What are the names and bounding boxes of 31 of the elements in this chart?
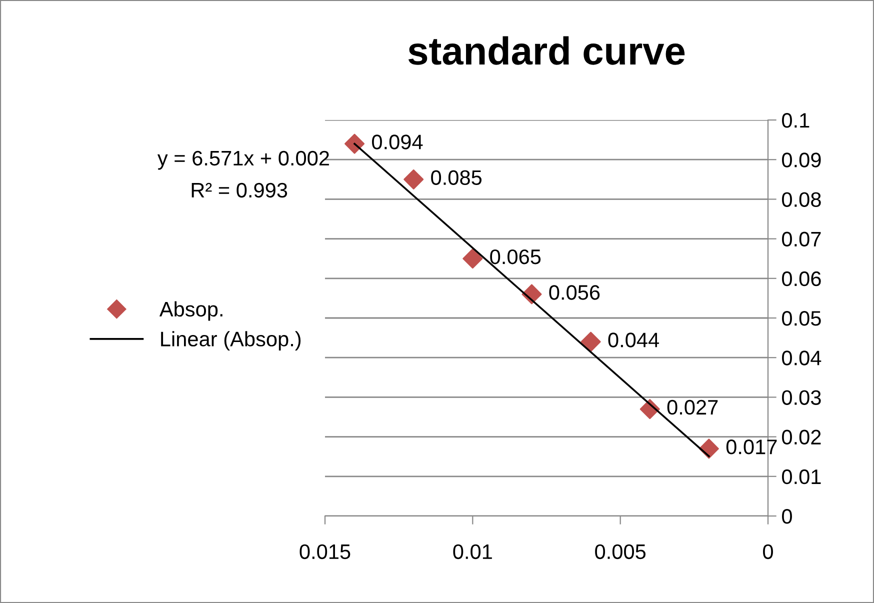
- chart-title: standard curve: [408, 36, 685, 65]
- y-tick-label: 0.1: [782, 113, 810, 128]
- point: [462, 248, 483, 269]
- legend-label: Absop.: [159, 301, 222, 321]
- point: [580, 332, 601, 352]
- y-tick-label: 0.02: [782, 430, 821, 445]
- legend-label: Linear (Absop.): [161, 331, 301, 351]
- y-tick-label: 0.06: [782, 271, 821, 286]
- data-label: 0.094: [372, 134, 423, 150]
- point: [344, 134, 365, 154]
- data-label: 0.085: [431, 170, 482, 185]
- y-tick-label: 0.08: [782, 192, 821, 207]
- x-tick-label: 0.015: [300, 544, 350, 560]
- x-tick-label: 0: [763, 544, 773, 560]
- data-label: 0.065: [490, 249, 541, 264]
- point: [404, 169, 424, 190]
- y-tick-label: 0.09: [782, 152, 821, 168]
- y-tick-label: 0.07: [782, 232, 821, 247]
- text: R² = 0.993: [192, 182, 288, 198]
- annotation: y = 6.571x + 0.002: [157, 150, 329, 170]
- y-tick-label: 0.05: [782, 311, 821, 326]
- y-tick-label: 0.01: [782, 469, 821, 484]
- data-label: 0.017: [726, 440, 777, 454]
- data-label: 0.044: [608, 332, 659, 348]
- x-tick-label: 0.01: [453, 544, 492, 560]
- y-tick-label: 0.03: [782, 390, 821, 405]
- data-label: 0.027: [667, 400, 718, 415]
- data-label: 0.056: [549, 285, 600, 300]
- y-tick-label: 0: [782, 509, 792, 524]
- x-tick-label: 0.005: [595, 544, 646, 560]
- y-tick-label: 0.04: [782, 350, 822, 366]
